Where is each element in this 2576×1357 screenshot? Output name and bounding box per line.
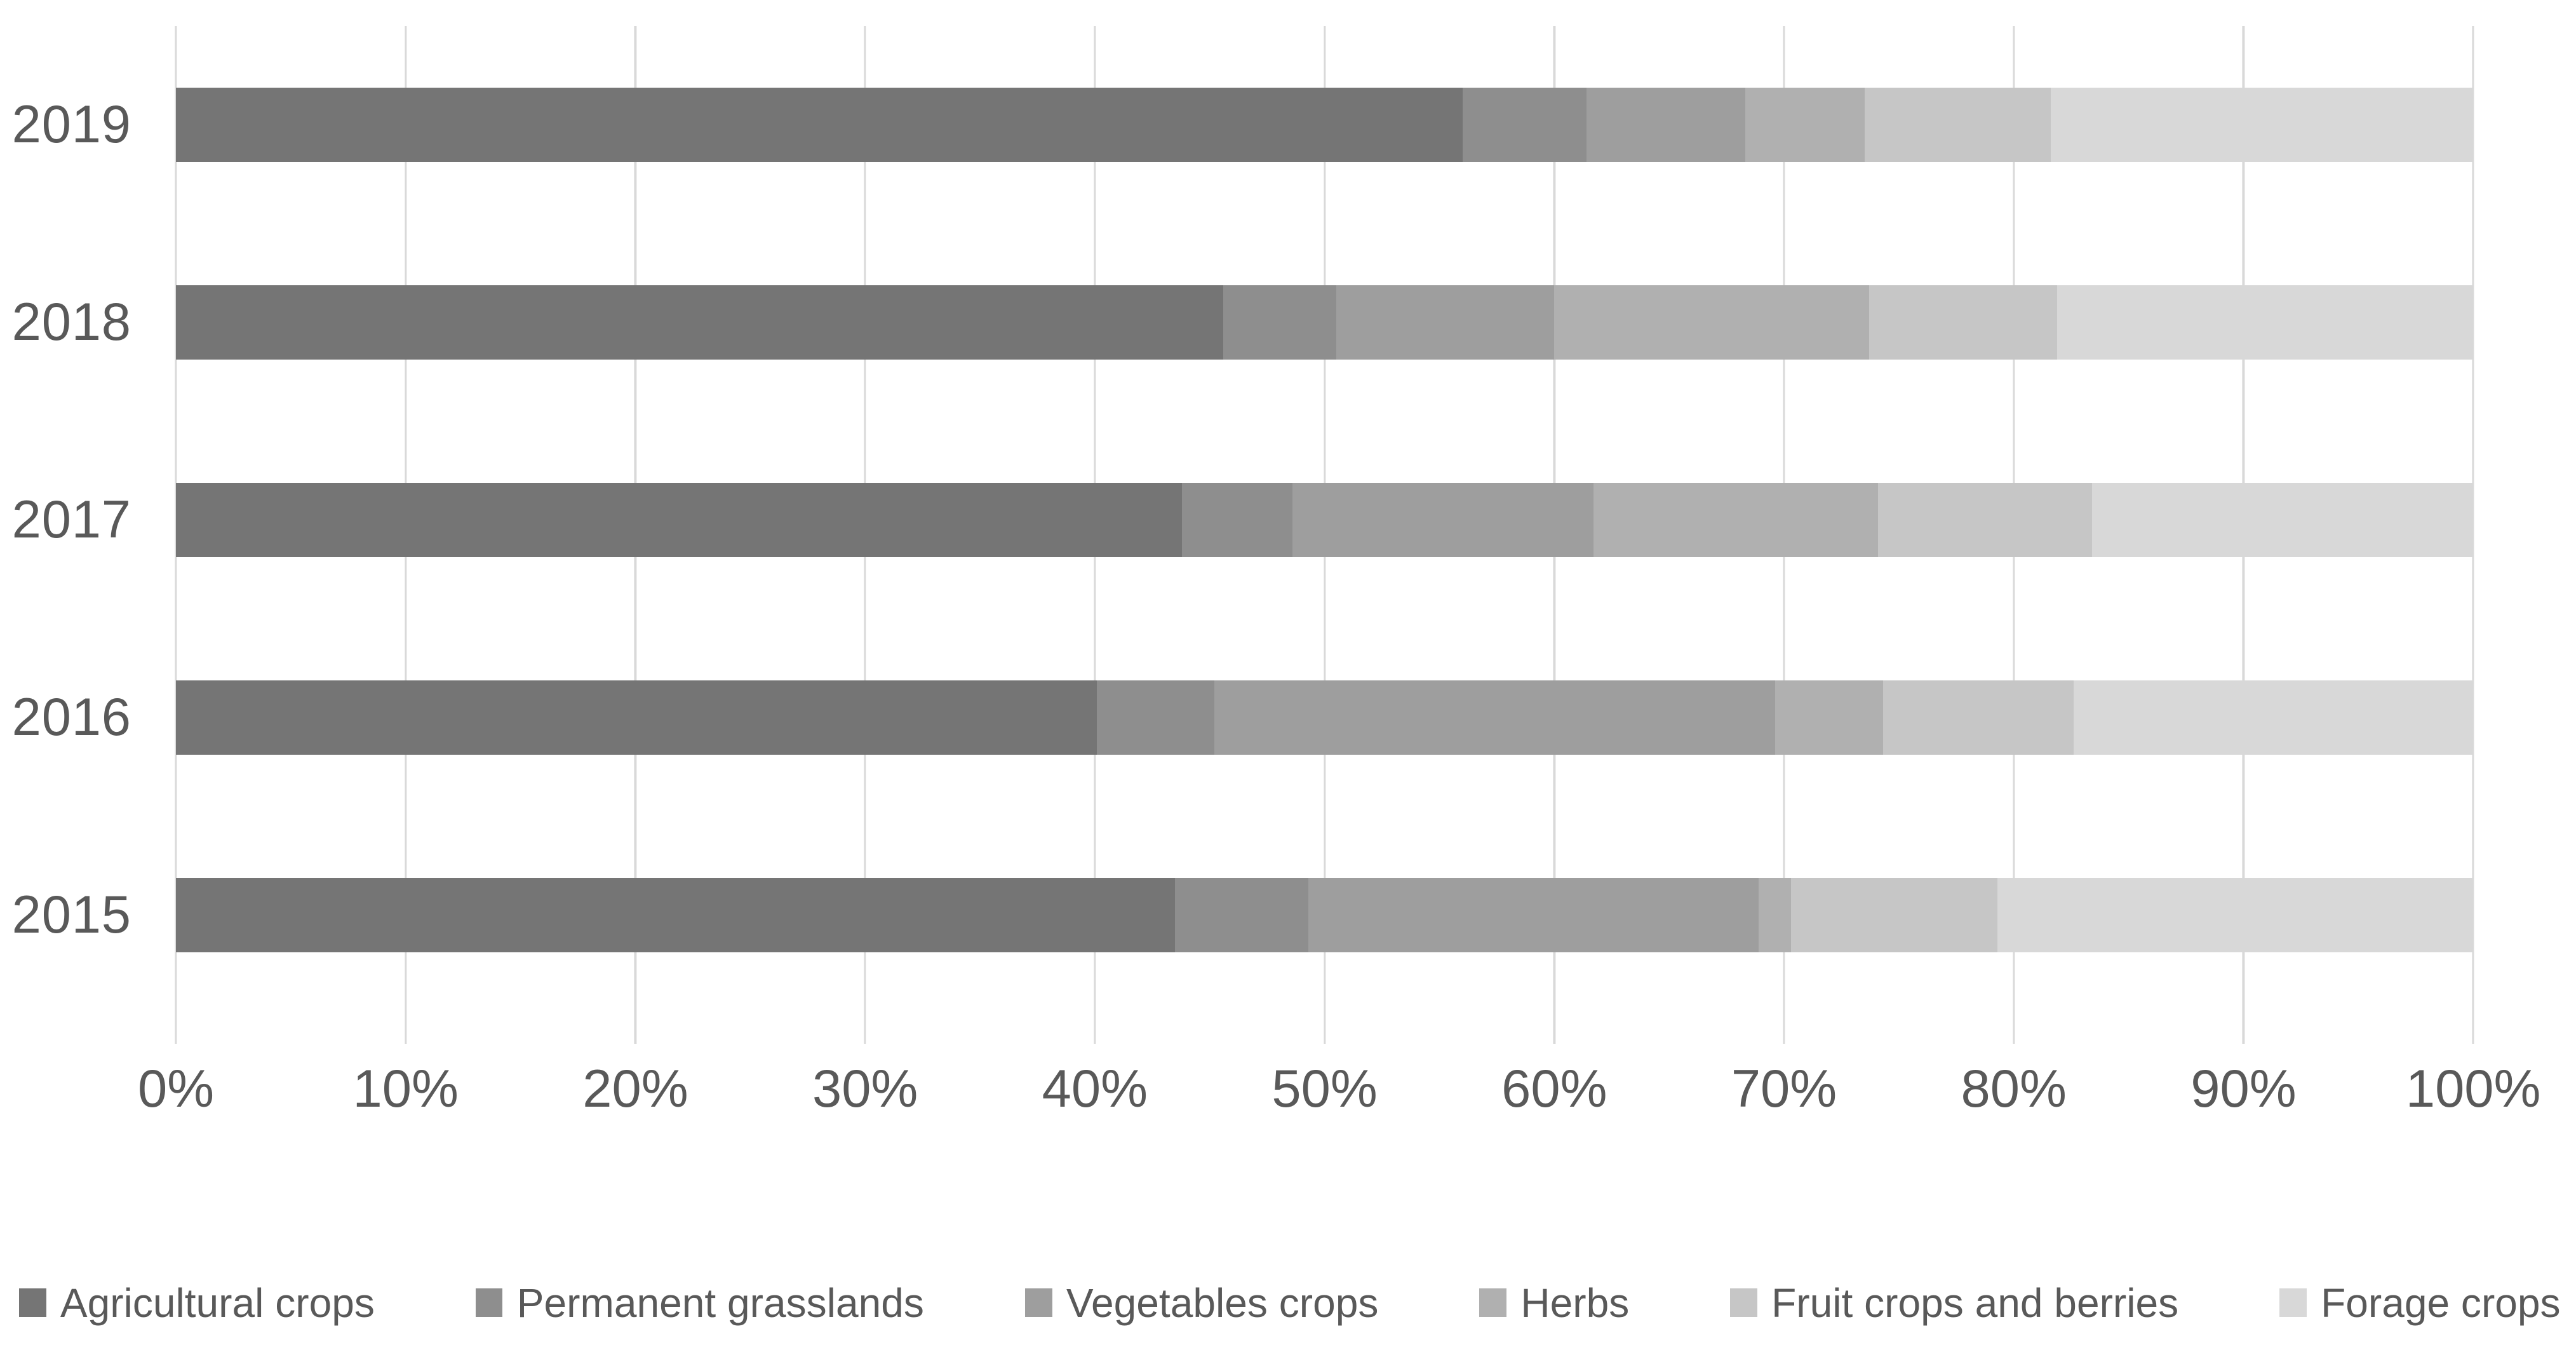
x-tick-label: 20% xyxy=(582,1059,688,1119)
legend-item: Vegetables crops xyxy=(1024,1279,1379,1327)
legend-label: Fruit crops and berries xyxy=(1771,1279,2179,1326)
stacked-bar xyxy=(176,680,2474,755)
bar-segment xyxy=(1292,482,1593,557)
bar-segment xyxy=(1554,285,1869,360)
stacked-bar xyxy=(176,877,2474,952)
stacked-bar xyxy=(176,87,2474,162)
x-tick-label: 30% xyxy=(812,1059,918,1119)
bar-segment xyxy=(1882,680,2074,755)
legend-item: Fruit crops and berries xyxy=(1730,1279,2178,1327)
legend-label: Agricultural crops xyxy=(60,1279,375,1326)
x-tick-label: 50% xyxy=(1271,1059,1378,1119)
legend-swatch xyxy=(19,1288,46,1317)
bar-segment xyxy=(176,680,1097,755)
x-tick-label: 70% xyxy=(1731,1059,1837,1119)
bar-segment xyxy=(1864,87,2051,162)
bar-segment xyxy=(2091,482,2474,557)
year-label: 2015 xyxy=(11,885,131,945)
bar-segment xyxy=(176,87,1463,162)
bar-segment xyxy=(1774,680,1883,755)
bar-bands xyxy=(176,26,2474,1014)
x-tick-label: 10% xyxy=(352,1059,459,1119)
x-tick-label: 100% xyxy=(2405,1059,2541,1119)
x-tick-label: 60% xyxy=(1501,1059,1607,1119)
legend-item: Agricultural crops xyxy=(19,1279,375,1327)
bar-segment xyxy=(1593,482,1879,557)
year-label: 2018 xyxy=(11,292,131,352)
bar-segment xyxy=(2050,87,2474,162)
bar-segment xyxy=(1997,877,2474,952)
bar-segment xyxy=(1878,482,2092,557)
legend-label: Forage crops xyxy=(2321,1279,2561,1326)
legend-label: Herbs xyxy=(1520,1279,1630,1326)
bar-segment xyxy=(1759,877,1791,952)
category-band xyxy=(176,224,2474,421)
category-band xyxy=(176,26,2474,224)
legend-swatch xyxy=(1024,1288,1052,1317)
bar-segment xyxy=(1308,877,1759,952)
legend-label: Vegetables crops xyxy=(1066,1279,1379,1326)
bar-segment xyxy=(2057,285,2474,360)
bar-segment xyxy=(176,285,1224,360)
x-axis-labels: 0% 10% 20% 30% 40% 50% 60% 70% 80% 90% 100% xyxy=(138,1058,2541,1126)
legend: Agricultural crops Permanent grasslands Ve… xyxy=(19,1267,2561,1338)
legend-item: Permanent grasslands xyxy=(475,1279,924,1327)
bar-segment xyxy=(1175,877,1309,952)
legend-label: Permanent grasslands xyxy=(516,1279,924,1326)
y-axis-labels: 2019 2018 2017 2016 2015 xyxy=(0,26,131,1014)
x-tick-label: 90% xyxy=(2190,1059,2297,1119)
bar-segment xyxy=(176,482,1183,557)
legend-swatch xyxy=(1479,1288,1507,1317)
year-label: 2019 xyxy=(11,95,131,154)
bar-segment xyxy=(1214,680,1775,755)
x-tick-label: 40% xyxy=(1042,1059,1148,1119)
bar-segment xyxy=(1462,87,1587,162)
legend-item: Forage crops xyxy=(2279,1279,2561,1327)
category-band xyxy=(176,816,2474,1014)
bar-segment xyxy=(2073,680,2474,755)
stacked-bar xyxy=(176,285,2474,360)
legend-swatch xyxy=(475,1288,503,1317)
category-band xyxy=(176,619,2474,816)
legend-swatch xyxy=(1730,1288,1757,1317)
bar-segment xyxy=(176,877,1176,952)
bar-segment xyxy=(1336,285,1555,360)
bar-segment xyxy=(1586,87,1745,162)
x-tick-label: 0% xyxy=(137,1059,215,1119)
bar-segment xyxy=(1182,482,1292,557)
category-band xyxy=(176,421,2474,619)
legend-item: Herbs xyxy=(1479,1279,1629,1327)
legend-swatch xyxy=(2279,1288,2307,1317)
bar-segment xyxy=(1790,877,1998,952)
stacked-bar xyxy=(176,482,2474,557)
gridline xyxy=(2472,25,2474,1044)
bar-segment xyxy=(1223,285,1336,360)
year-label: 2016 xyxy=(11,687,131,747)
year-label: 2017 xyxy=(11,490,131,550)
x-tick-label: 80% xyxy=(1961,1059,2067,1119)
bar-segment xyxy=(1097,680,1214,755)
bar-segment xyxy=(1868,285,2058,360)
bar-segment xyxy=(1745,87,1865,162)
